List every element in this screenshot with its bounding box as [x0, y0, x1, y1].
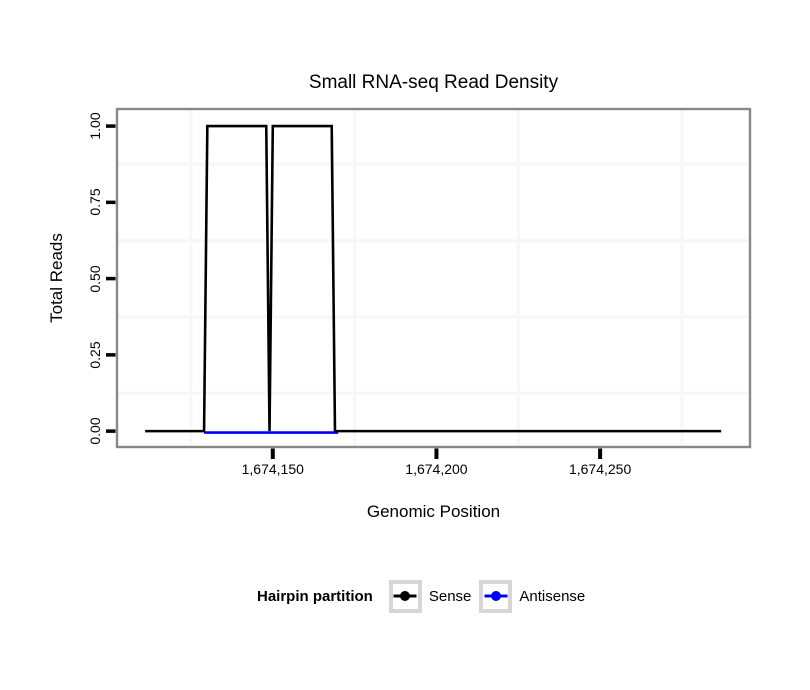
chart-title: Small RNA-seq Read Density — [308, 72, 559, 93]
x-axis-title: Genomic Position — [366, 502, 501, 521]
y-tick-label: 0.75 — [87, 188, 103, 216]
legend-entry-sense: Sense — [388, 579, 472, 613]
y-axis-title: Total Reads — [47, 233, 66, 323]
legend-label-sense: Sense — [428, 587, 472, 605]
legend: Hairpin partition Sense Antisense — [257, 579, 585, 613]
y-tick-label: 0.25 — [87, 341, 103, 369]
y-tick-label: 1.00 — [87, 112, 103, 140]
legend-entry-antisense: Antisense — [479, 579, 586, 613]
legend-title: Hairpin partition — [257, 587, 373, 605]
x-tick-label: 1,674,250 — [568, 461, 632, 477]
antisense-point-glyph — [490, 591, 501, 601]
x-tick-label: 1,674,200 — [405, 461, 468, 477]
legend-label-antisense: Antisense — [519, 587, 586, 605]
legend-key-sense — [388, 579, 422, 613]
sense-point-glyph — [400, 591, 411, 601]
y-tick-label: 0.50 — [87, 264, 103, 293]
y-tick-label: 0.00 — [87, 417, 103, 445]
x-tick-label: 1,674,150 — [241, 461, 304, 477]
legend-key-antisense — [479, 579, 513, 613]
